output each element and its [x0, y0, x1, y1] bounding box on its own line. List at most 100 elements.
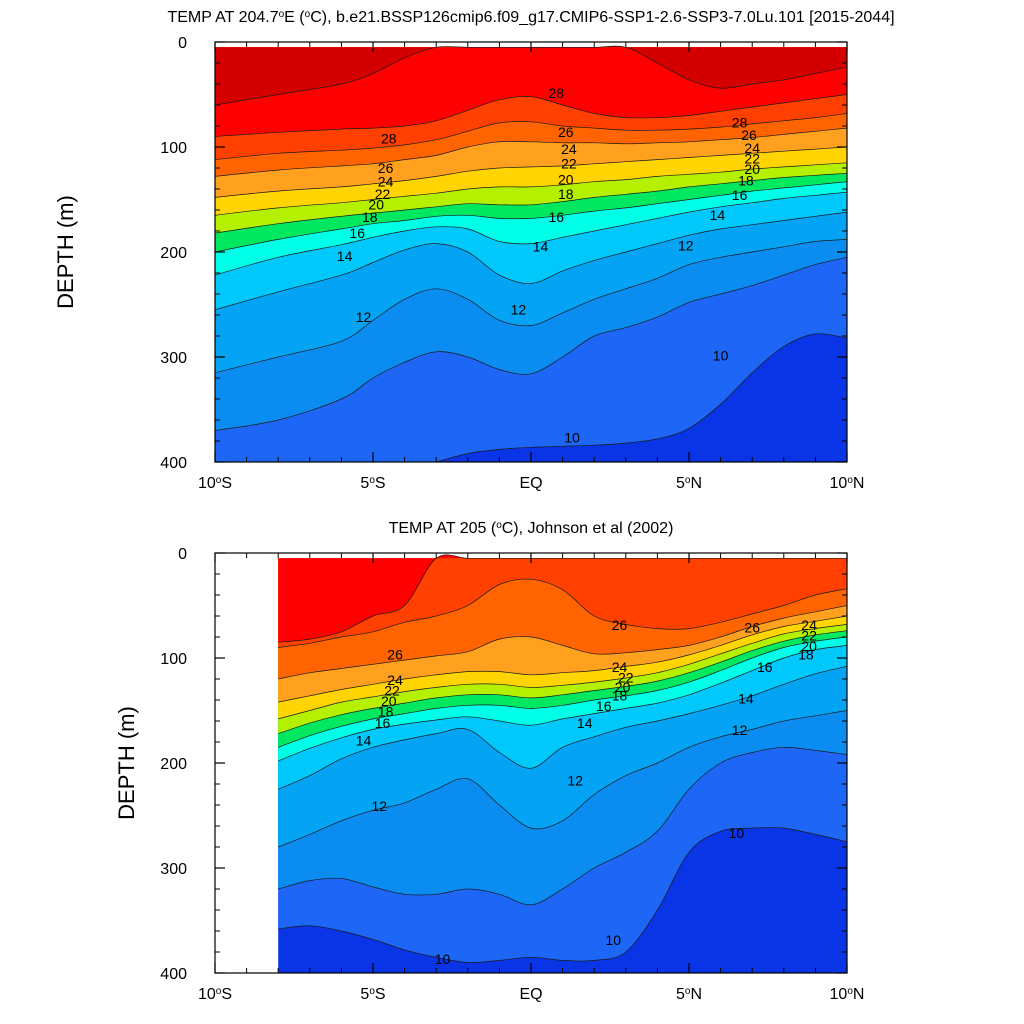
contour-label: 28 — [549, 85, 565, 101]
x-tick-label: 10oN — [830, 986, 865, 1004]
contour-label: 24 — [387, 672, 403, 688]
contour-label: 16 — [549, 209, 565, 225]
filled-contours — [278, 554, 847, 973]
y-axis-label: DEPTH (m) — [114, 706, 139, 820]
contour-label: 24 — [378, 173, 394, 189]
contour-lines — [215, 45, 847, 462]
isotherm-line — [215, 191, 847, 276]
contour-label: 22 — [744, 150, 760, 166]
contour-label: 20 — [801, 638, 817, 654]
contour-label: 14 — [337, 248, 353, 264]
contour-label: 20 — [744, 161, 760, 177]
contour-label: 12 — [567, 773, 583, 789]
temperature-band — [215, 46, 847, 105]
contour-label: 20 — [368, 197, 384, 213]
contour-label: 18 — [558, 186, 574, 202]
y-tick-label: 400 — [160, 966, 187, 983]
isotherm-line — [215, 127, 847, 177]
isotherm-line — [278, 827, 847, 963]
x-tick-label: 5oN — [676, 475, 702, 493]
isotherm-line — [278, 615, 847, 703]
y-tick-label: 0 — [178, 546, 187, 563]
isotherm-line — [278, 746, 847, 906]
y-axis-label: DEPTH (m) — [53, 195, 78, 309]
isotherm-line — [434, 333, 847, 462]
contour-label: 20 — [381, 693, 397, 709]
contour-label: 28 — [732, 115, 748, 131]
contour-label: 24 — [612, 659, 628, 675]
chart-title: TEMP AT 205 (oC), Johnson et al (2002) — [389, 520, 674, 538]
y-tick-label: 100 — [160, 651, 187, 668]
isotherm-line — [215, 172, 847, 234]
x-tick-label: EQ — [519, 986, 542, 1003]
contour-label: 16 — [732, 187, 748, 203]
contour-label: 18 — [612, 688, 628, 704]
isotherm-line — [215, 239, 847, 374]
y-tick-label: 200 — [160, 245, 187, 262]
contour-label: 10 — [435, 951, 451, 967]
contour-label: 14 — [710, 207, 726, 223]
contour-label: 20 — [615, 679, 631, 695]
y-tick-label: 300 — [160, 350, 187, 367]
contour-label: 12 — [678, 238, 694, 254]
contour-label: 26 — [558, 124, 574, 140]
isotherm-line — [215, 211, 847, 311]
x-tick-label: 5oS — [360, 475, 385, 493]
contour-label: 14 — [738, 691, 754, 707]
contour-label: 24 — [744, 140, 760, 156]
contour-label: 12 — [372, 798, 388, 814]
contour-label: 22 — [618, 670, 634, 686]
isotherm-line — [278, 554, 847, 643]
contour-label: 26 — [612, 617, 628, 633]
isotherm-line — [278, 630, 847, 734]
contour-label: 12 — [356, 309, 372, 325]
contour-label: 10 — [605, 932, 621, 948]
contour-label: 16 — [375, 715, 391, 731]
isotherm-line — [215, 45, 847, 106]
contour-label: 26 — [741, 127, 757, 143]
panel-bottom: TEMP AT 205 (oC), Johnson et al (2002) 2… — [114, 520, 864, 1004]
contour-label: 22 — [384, 682, 400, 698]
contour-label: 10 — [713, 348, 729, 364]
y-tick-label: 200 — [160, 756, 187, 773]
isotherm-line — [215, 113, 847, 160]
isotherm-line — [278, 710, 847, 848]
isotherm-line — [278, 578, 847, 648]
contour-label: 10 — [729, 825, 745, 841]
contour-label: 22 — [561, 156, 577, 172]
y-tick-label: 400 — [160, 455, 187, 472]
contour-label: 24 — [561, 141, 577, 157]
x-tick-label: 10oN — [830, 475, 865, 493]
contour-label: 26 — [744, 619, 760, 635]
temperature-band — [278, 554, 847, 643]
chart-title: TEMP AT 204.7oE (oC), b.e21.BSSP126cmip6… — [167, 9, 894, 27]
x-tick-label: EQ — [519, 475, 542, 492]
contour-label: 22 — [801, 628, 817, 644]
contour-label: 22 — [375, 186, 391, 202]
panel-top: TEMP AT 204.7oE (oC), b.e21.BSSP126cmip6… — [53, 9, 895, 493]
contour-label: 12 — [511, 302, 527, 318]
contour-label: 14 — [533, 239, 549, 255]
y-tick-label: 100 — [160, 140, 187, 157]
contour-label: 20 — [558, 171, 574, 187]
contour-label: 18 — [798, 647, 814, 663]
y-tick-label: 300 — [160, 861, 187, 878]
isotherm-line — [215, 94, 847, 137]
axis-ticks: 10oS 5oS EQ 5oN 10oN 0 100 200 300 400 — [160, 546, 864, 1003]
contour-labels: 2826242220181614122826242220181614121028… — [337, 85, 760, 445]
isotherm-line — [215, 256, 847, 431]
contour-label: 12 — [732, 722, 748, 738]
x-tick-label: 5oS — [360, 986, 385, 1004]
isotherm-line — [278, 645, 847, 762]
axis-ticks: 10oS 5oS EQ 5oN 10oN 0 100 200 300 400 — [160, 35, 864, 492]
contour-label: 28 — [381, 130, 397, 146]
isotherm-line — [215, 162, 847, 216]
contour-label: 10 — [564, 430, 580, 446]
isotherm-line — [215, 146, 847, 198]
contour-label: 18 — [362, 209, 378, 225]
contour-label: 16 — [757, 659, 773, 675]
isotherm-line — [278, 636, 847, 748]
isotherm-line — [278, 605, 847, 680]
contour-label: 14 — [356, 733, 372, 749]
